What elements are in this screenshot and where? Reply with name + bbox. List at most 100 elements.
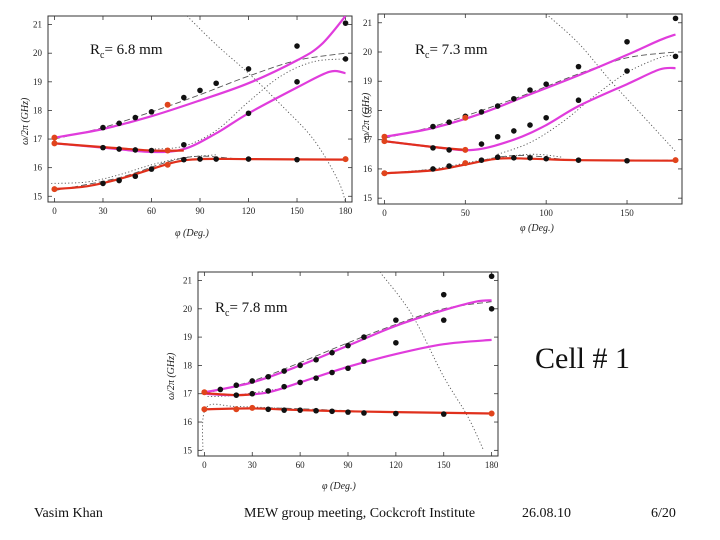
data-point xyxy=(494,103,501,109)
data-point xyxy=(281,368,287,374)
data-point xyxy=(148,109,155,115)
dotted-lower-curve xyxy=(51,154,217,184)
y-tick-label: 20 xyxy=(363,47,373,57)
data-point xyxy=(446,163,452,169)
data-point xyxy=(313,407,319,414)
data-point xyxy=(281,383,287,390)
data-point xyxy=(488,306,495,312)
rc-label-7-8: Rc= 7.8 mm xyxy=(215,300,288,319)
data-point xyxy=(342,20,349,26)
data-point xyxy=(313,375,319,381)
y-tick-label: 21 xyxy=(363,18,372,28)
cell-label: Cell # 1 xyxy=(535,342,630,375)
data-point xyxy=(249,390,256,397)
y-tick-label: 20 xyxy=(33,48,43,58)
plot-frame xyxy=(377,13,683,205)
y-tick-label: 15 xyxy=(33,191,43,201)
y-tick-label: 17 xyxy=(363,135,373,145)
data-point xyxy=(494,133,501,140)
x-tick-label: 30 xyxy=(98,206,108,216)
footer-page: 6/20 xyxy=(651,506,676,521)
dotted-upper-curve xyxy=(207,387,285,398)
data-point xyxy=(624,157,630,164)
y-tick-label: 19 xyxy=(363,76,373,86)
y-tick-label: 20 xyxy=(183,304,193,314)
chart-rc-7-8: 0 30 60 90 120 150 180 15 16 17 18 19 20 21 xyxy=(170,266,510,496)
data-point xyxy=(527,87,533,93)
dotted-light-line xyxy=(545,14,676,152)
data-point xyxy=(132,147,139,153)
data-point xyxy=(575,63,582,70)
y-axis-label-1: ω/2π (GHz) xyxy=(20,97,31,145)
data-point xyxy=(233,382,240,389)
y-tick-label: 17 xyxy=(183,389,193,399)
dotted-light-line xyxy=(186,16,346,202)
magenta-middle-curve xyxy=(384,66,676,152)
data-point xyxy=(100,144,106,151)
data-point xyxy=(361,410,367,416)
data-point xyxy=(148,147,155,154)
data-point xyxy=(249,378,256,384)
data-point-red xyxy=(164,161,171,168)
data-point xyxy=(361,358,367,364)
data-point xyxy=(511,128,517,134)
y-tick-label: 19 xyxy=(33,77,43,87)
data-point xyxy=(672,53,679,60)
rc-label-7-3: Rc= 7.3 mm xyxy=(415,42,488,61)
data-point xyxy=(430,123,436,130)
y-tick-label: 18 xyxy=(183,360,193,370)
data-point xyxy=(488,273,495,280)
x-tick-label: 180 xyxy=(485,460,499,470)
x-axis-label-1: φ (Deg.) xyxy=(175,228,209,239)
data-point xyxy=(148,166,155,172)
y-tick-label: 18 xyxy=(363,105,373,115)
x-tick-label: 150 xyxy=(437,460,451,470)
data-point xyxy=(393,339,399,346)
y-tick-label: 16 xyxy=(183,417,193,427)
data-point xyxy=(393,317,399,323)
data-point xyxy=(265,388,272,394)
data-point xyxy=(575,157,582,163)
data-point-red xyxy=(51,134,58,141)
data-point xyxy=(197,87,203,94)
y-tick-label: 19 xyxy=(183,332,193,342)
data-point xyxy=(132,173,139,180)
data-point xyxy=(245,156,252,162)
rc-label-6-8: Rc= 6.8 mm xyxy=(90,42,163,61)
data-point xyxy=(575,97,582,104)
data-point xyxy=(345,365,351,372)
magenta-upper-curve xyxy=(384,33,676,138)
data-point-red xyxy=(488,410,495,417)
data-point-red xyxy=(462,114,469,121)
data-point xyxy=(511,95,517,102)
data-point xyxy=(446,119,452,125)
y-tick-label: 16 xyxy=(363,164,373,174)
data-point xyxy=(265,373,272,380)
data-point-red xyxy=(51,140,58,147)
data-point xyxy=(313,356,319,363)
data-point xyxy=(294,79,300,85)
data-point xyxy=(294,156,300,163)
y-tick-label: 18 xyxy=(33,105,43,115)
data-point xyxy=(329,408,335,415)
data-point-red xyxy=(381,133,388,140)
red-lower-curve xyxy=(54,157,346,191)
data-point xyxy=(478,109,485,115)
data-point xyxy=(116,120,122,127)
x-tick-label: 120 xyxy=(389,460,403,470)
chart-rc-6-8-svg: 0 30 60 90 120 150 180 15 16 17 18 19 20 21 xyxy=(33,15,353,216)
data-point xyxy=(245,66,252,72)
x-tick-label: 60 xyxy=(147,206,157,216)
data-point xyxy=(197,156,203,162)
data-point-red xyxy=(342,156,349,163)
data-point xyxy=(342,56,349,62)
data-point xyxy=(440,291,447,298)
data-point xyxy=(672,15,679,22)
data-point xyxy=(440,411,447,417)
chart-rc-7-3-svg: 0 50 100 150 15 16 17 18 19 20 21 xyxy=(363,13,683,218)
data-point xyxy=(543,114,549,121)
x-tick-label: 60 xyxy=(296,460,306,470)
y-axis-label-3: ω/2π (GHz) xyxy=(166,352,177,400)
red-middle-curve xyxy=(54,142,184,152)
y-axis-label-2: ω/2π (GHz) xyxy=(361,92,372,140)
